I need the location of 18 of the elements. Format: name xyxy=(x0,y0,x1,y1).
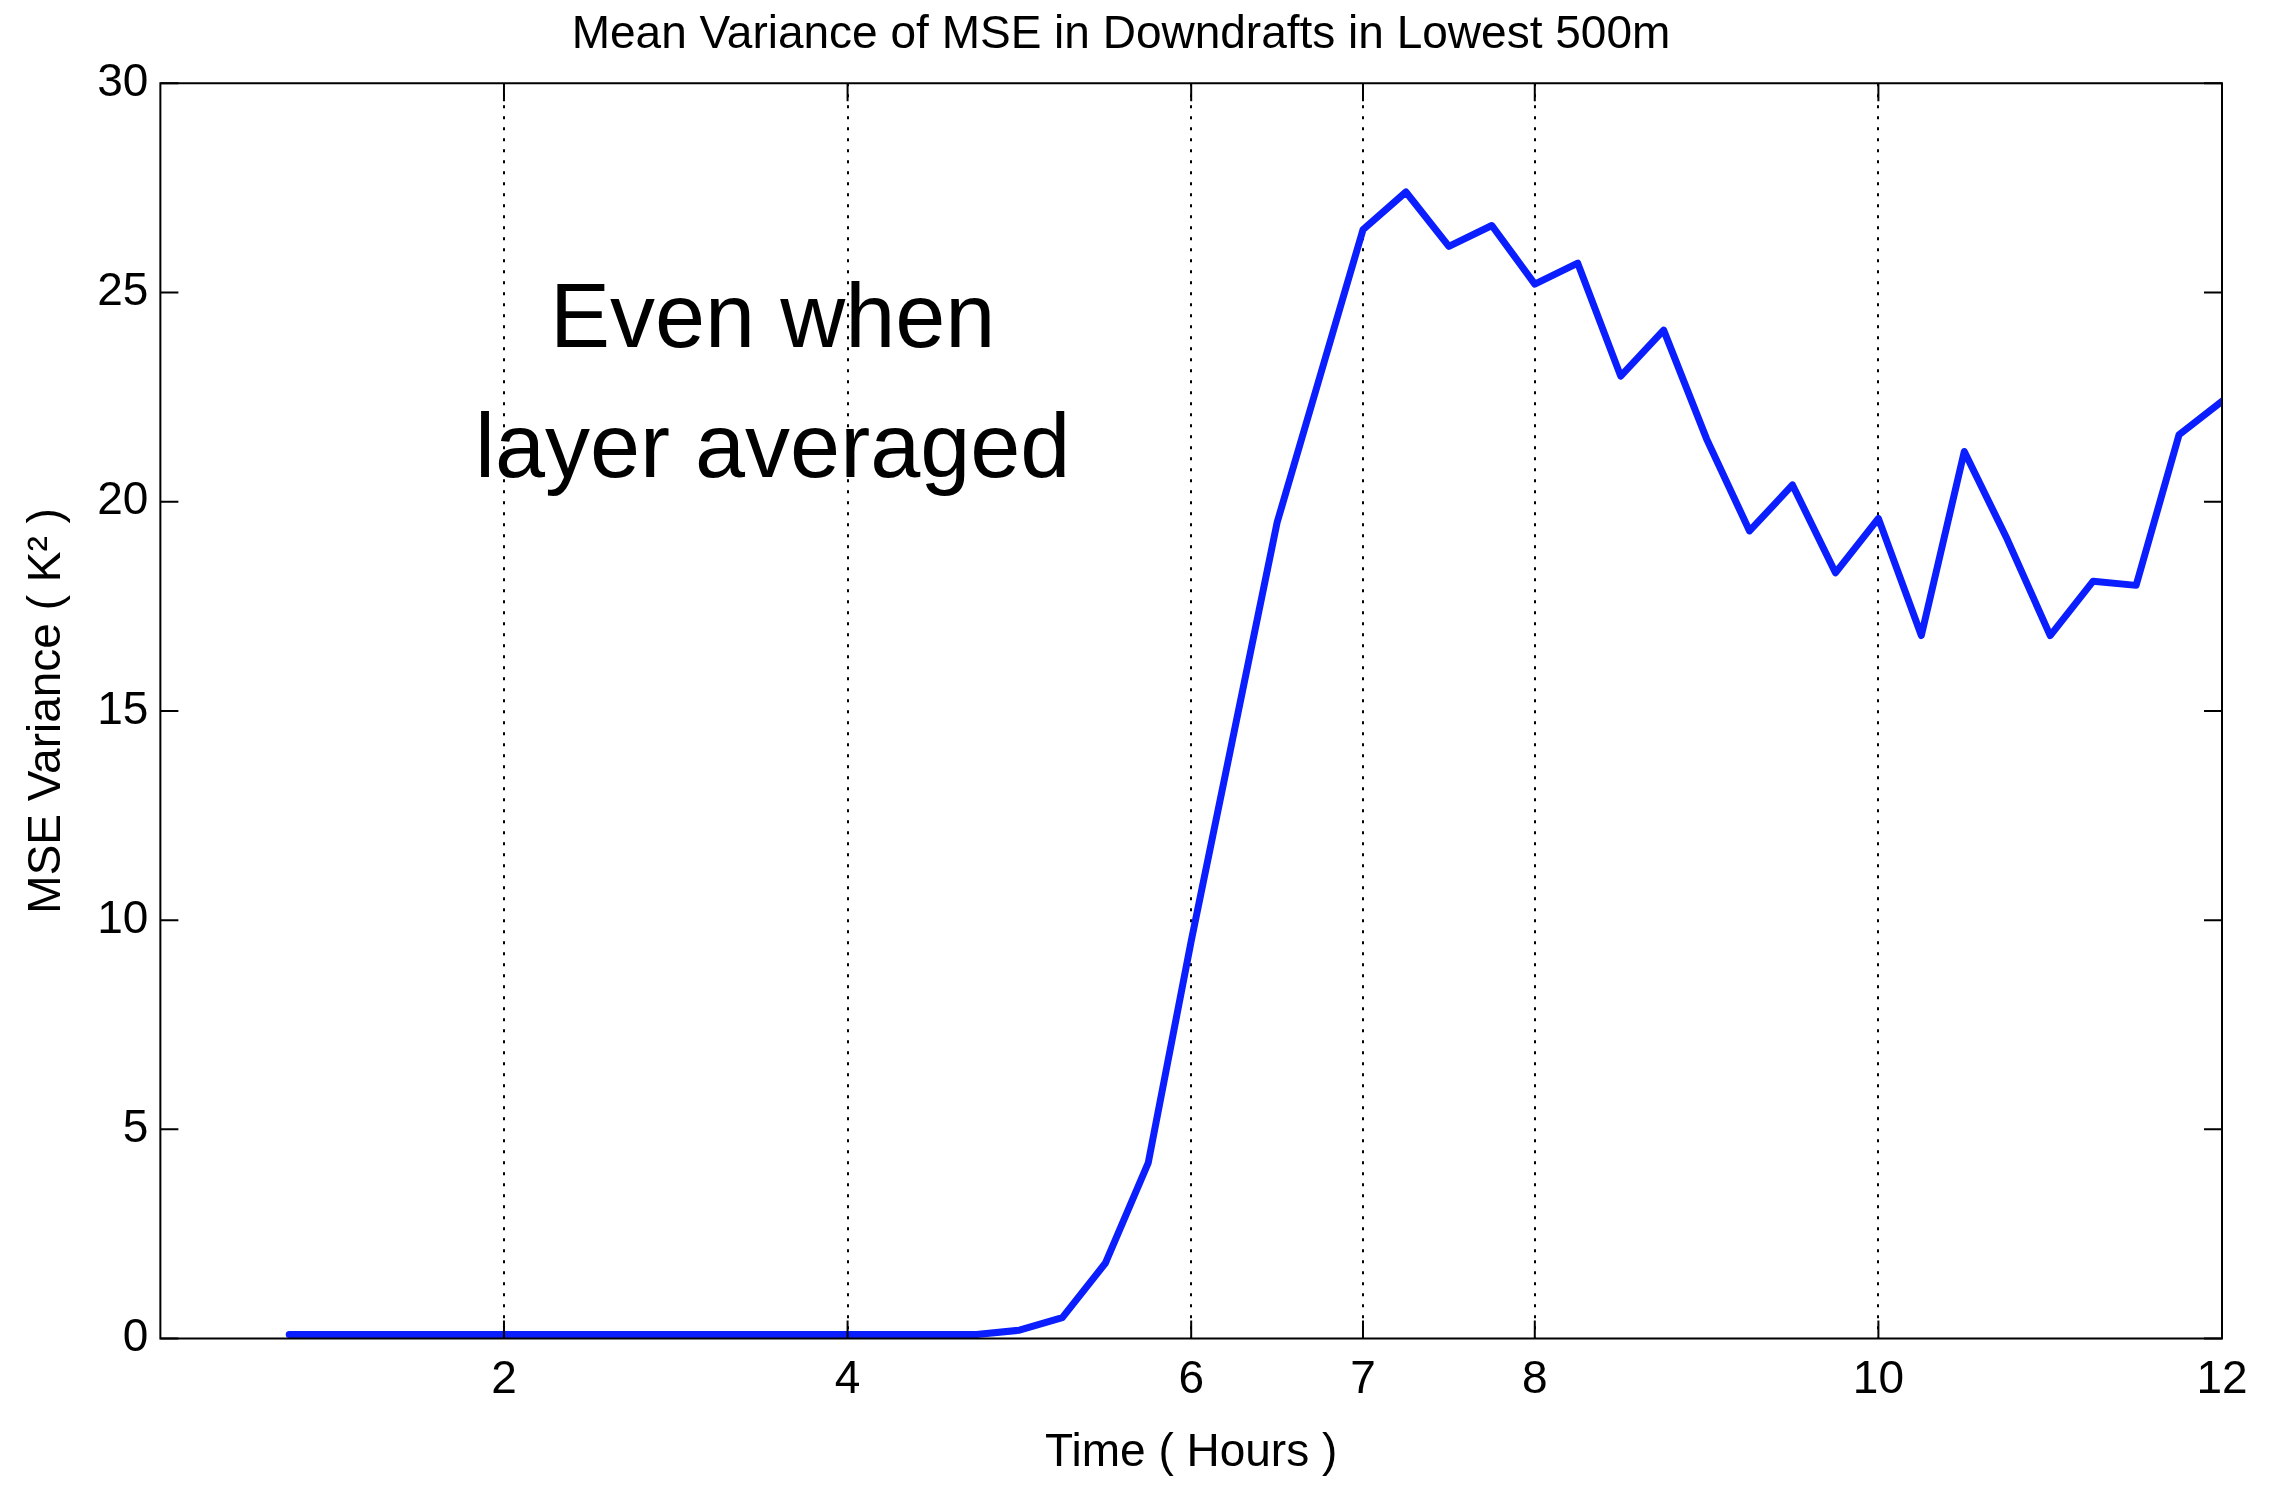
x-tick-label: 8 xyxy=(1521,1350,1548,1403)
y-axis-title: MSE Variance ( K² ) xyxy=(18,508,71,914)
y-tick-label: 30 xyxy=(97,53,149,106)
y-tick-label: 5 xyxy=(122,1100,149,1153)
x-tick-label: 2 xyxy=(491,1350,517,1403)
chart-title: Mean Variance of MSE in Downdrafts in Lowest 500m xyxy=(571,6,1671,59)
y-tick-label: 10 xyxy=(97,890,149,943)
x-tick-label: 7 xyxy=(1350,1350,1376,1403)
y-tick-label: 25 xyxy=(97,263,149,316)
y-tick-label: 15 xyxy=(97,681,149,734)
annotation: Even when layer averaged xyxy=(474,265,1071,496)
x-tick-label: 6 xyxy=(1178,1350,1204,1403)
x-axis-title: Time ( Hours ) xyxy=(1045,1424,1338,1477)
y-tick-label: 20 xyxy=(97,472,149,525)
x-tick-label: 10 xyxy=(1852,1350,1904,1403)
x-tick-label: 4 xyxy=(834,1350,861,1403)
x-tick-label: 12 xyxy=(2196,1350,2248,1403)
y-tick-label: 0 xyxy=(122,1309,149,1362)
